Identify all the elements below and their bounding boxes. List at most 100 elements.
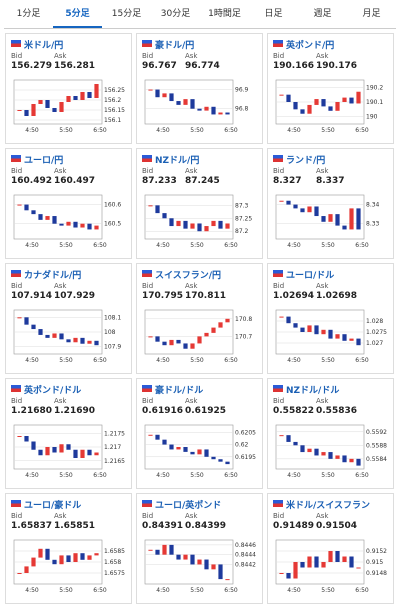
ask-label: Ask bbox=[316, 52, 329, 60]
tab[interactable]: 週足 bbox=[313, 9, 332, 19]
candle bbox=[31, 557, 36, 567]
candle bbox=[211, 564, 216, 570]
bid-label: Bid bbox=[142, 282, 154, 290]
x-tick-label: 5:50 bbox=[59, 242, 73, 249]
y-tick-label: 96.8 bbox=[235, 106, 249, 113]
pair-name: ユーロ/英ポンド bbox=[155, 501, 222, 511]
flag bbox=[142, 270, 152, 277]
candle bbox=[300, 327, 305, 332]
candle bbox=[314, 325, 319, 335]
candle bbox=[307, 325, 312, 332]
bid-value: 156.279 bbox=[11, 61, 52, 71]
rate-card[interactable]: ユーロ/豪ドル Bid Ask 1.65837 1.65851 1.6585 1.658 1.… bbox=[5, 493, 132, 604]
candle bbox=[45, 334, 50, 338]
candle bbox=[321, 99, 326, 107]
candle bbox=[52, 108, 57, 112]
plot-frame bbox=[13, 79, 103, 125]
tab[interactable]: 1分足 bbox=[16, 9, 41, 19]
candle bbox=[52, 559, 57, 565]
plot-frame bbox=[275, 424, 365, 470]
candle bbox=[349, 458, 354, 463]
candle bbox=[321, 452, 326, 456]
flag bbox=[273, 270, 283, 277]
x-tick-label: 5:50 bbox=[190, 587, 204, 594]
ask-value: 87.245 bbox=[185, 176, 220, 186]
x-tick-label: 5:50 bbox=[321, 587, 335, 594]
candle bbox=[66, 96, 71, 102]
rate-card[interactable]: カナダドル/円 Bid Ask 107.914 107.929 108.1 108 107.9… bbox=[5, 263, 132, 374]
candle bbox=[24, 436, 29, 442]
candle bbox=[218, 564, 223, 580]
tab[interactable]: 1時間足 bbox=[208, 9, 241, 19]
candle bbox=[225, 461, 230, 465]
bid-label: Bid bbox=[11, 512, 23, 520]
y-tick-label: 0.8444 bbox=[235, 552, 256, 559]
tab[interactable]: 日足 bbox=[264, 9, 283, 19]
candle bbox=[176, 554, 181, 560]
ask-value: 0.61925 bbox=[185, 406, 226, 416]
candle bbox=[162, 544, 167, 555]
rate-card[interactable]: 英ポンド/円 Bid Ask 190.166 190.176 190.2 190.1 190 4… bbox=[267, 33, 394, 144]
candle bbox=[328, 551, 333, 562]
y-tick-label: 1.027 bbox=[366, 340, 383, 347]
candle bbox=[300, 562, 305, 568]
candle bbox=[80, 92, 85, 100]
candle bbox=[80, 449, 85, 458]
rate-card[interactable]: 豪ドル/ドル Bid Ask 0.61916 0.61925 0.6205 0.62 0.61… bbox=[136, 378, 263, 489]
y-tick-label: 108.1 bbox=[104, 314, 121, 321]
candle bbox=[162, 213, 167, 219]
candle bbox=[197, 559, 202, 565]
x-tick-label: 4:50 bbox=[25, 127, 39, 134]
x-tick-label: 4:50 bbox=[287, 357, 301, 364]
pair-name: ユーロ/豪ドル bbox=[24, 501, 82, 511]
rate-card[interactable]: ユーロ/円 Bid Ask 160.492 160.497 160.6 160.5 4:50 5… bbox=[5, 148, 132, 259]
ask-value: 1.02698 bbox=[316, 291, 357, 301]
rate-card[interactable]: 豪ドル/円 Bid Ask 96.767 96.774 96.9 96.8 4:50 5:50 6… bbox=[136, 33, 263, 144]
candle bbox=[349, 97, 354, 104]
pair-name: 米ドル/スイスフラン bbox=[286, 501, 371, 511]
x-tick-label: 5:50 bbox=[321, 127, 335, 134]
flag bbox=[273, 155, 283, 162]
tab[interactable]: 15分足 bbox=[111, 9, 142, 19]
rate-card[interactable]: 米ドル/円 Bid Ask 156.279 156.281 156.25 156.2 156.… bbox=[5, 33, 132, 144]
ask-label: Ask bbox=[54, 282, 67, 290]
mini-chart: 0.5592 0.5588 0.5584 4:50 5:50 6:50 bbox=[275, 424, 387, 479]
y-tick-label: 1.217 bbox=[104, 444, 121, 451]
tab[interactable]: 5分足 bbox=[53, 0, 102, 28]
ask-value: 1.21690 bbox=[54, 406, 95, 416]
candle bbox=[314, 556, 319, 568]
rate-card[interactable]: ランド/円 Bid Ask 8.327 8.337 8.34 8.33 4:50 5:50 6:5… bbox=[267, 148, 394, 259]
flag bbox=[142, 385, 152, 392]
rate-card[interactable]: NZドル/ドル Bid Ask 0.55822 0.55836 0.5592 0.5588 0… bbox=[267, 378, 394, 489]
y-tick-label: 160.5 bbox=[104, 221, 121, 228]
rate-card[interactable]: NZドル/円 Bid Ask 87.233 87.245 87.3 87.25 87.2 4:5… bbox=[136, 148, 263, 259]
candle bbox=[197, 336, 202, 344]
y-tick-label: 0.915 bbox=[366, 559, 383, 566]
candle bbox=[45, 216, 50, 220]
candle bbox=[279, 316, 284, 318]
rate-card[interactable]: ユーロ/ドル Bid Ask 1.02694 1.02698 1.028 1.0275 1.0… bbox=[267, 263, 394, 374]
y-tick-label: 87.3 bbox=[235, 202, 249, 209]
rate-card[interactable]: スイスフラン/円 Bid Ask 170.795 170.811 170.8 170.7 4:… bbox=[136, 263, 263, 374]
candle bbox=[31, 441, 36, 450]
x-tick-label: 6:50 bbox=[224, 127, 238, 134]
candle bbox=[335, 334, 340, 339]
candle bbox=[52, 216, 57, 224]
tabs: 1分足 5分足 15分足 30分足 1時間足 日足 週足 月足 bbox=[4, 0, 396, 29]
rate-card[interactable]: ユーロ/英ポンド Bid Ask 0.84391 0.84399 0.8446 0.8444… bbox=[136, 493, 263, 604]
rate-card[interactable]: 英ポンド/ドル Bid Ask 1.21680 1.21690 1.2175 1.217 1.… bbox=[5, 378, 132, 489]
mini-chart: 0.8446 0.8444 0.8442 4:50 5:50 6:50 bbox=[144, 539, 256, 594]
candle bbox=[94, 340, 99, 346]
pair-name: カナダドル/円 bbox=[24, 271, 82, 281]
tab[interactable]: 月足 bbox=[362, 9, 381, 19]
candle bbox=[225, 579, 230, 581]
candle bbox=[87, 555, 92, 560]
rate-card[interactable]: 米ドル/スイスフラン Bid Ask 0.91489 0.91504 0.9152 0.91… bbox=[267, 493, 394, 604]
x-tick-label: 6:50 bbox=[355, 472, 369, 479]
x-tick-label: 6:50 bbox=[93, 357, 107, 364]
tab[interactable]: 30分足 bbox=[160, 9, 191, 19]
candle bbox=[197, 108, 202, 111]
x-tick-label: 4:50 bbox=[287, 127, 301, 134]
candle bbox=[31, 104, 36, 116]
candle bbox=[24, 317, 29, 325]
